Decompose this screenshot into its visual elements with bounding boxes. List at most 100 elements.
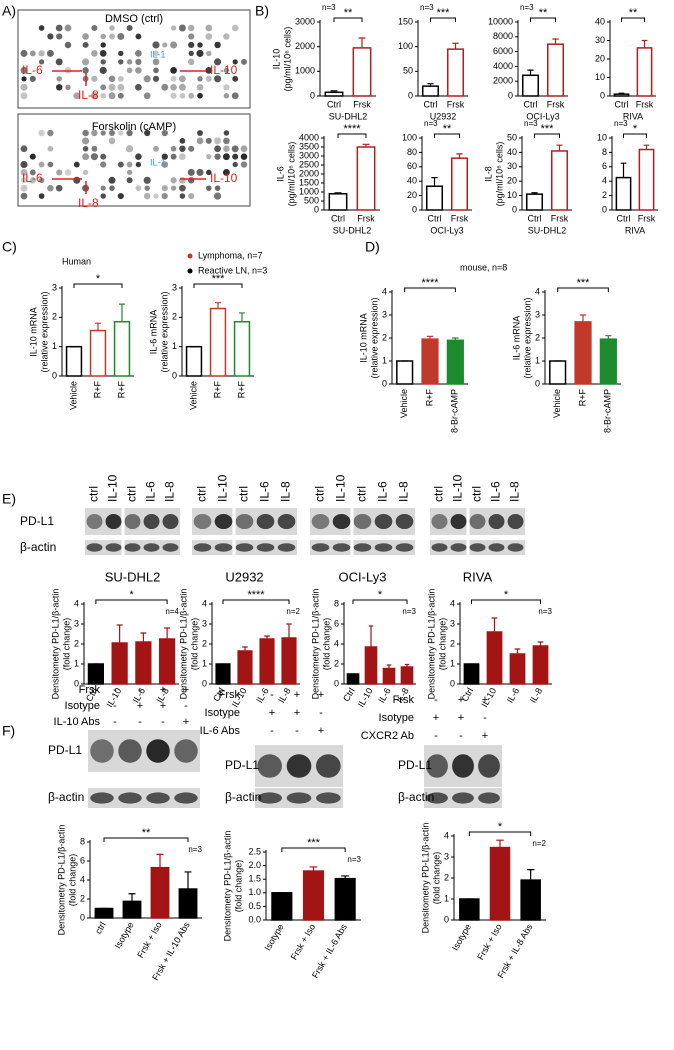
condition-sign: + bbox=[458, 694, 464, 706]
array-spot bbox=[100, 84, 107, 91]
condition-sign: - bbox=[270, 725, 274, 737]
blot-band bbox=[118, 739, 142, 763]
blot-band bbox=[478, 754, 500, 778]
y-tick-label: 4 bbox=[80, 874, 85, 884]
significance: * bbox=[498, 821, 503, 833]
bar bbox=[547, 43, 564, 97]
error-bar bbox=[579, 314, 587, 322]
array-spot bbox=[117, 161, 124, 168]
array-spot bbox=[135, 67, 142, 74]
n-label: n=4 bbox=[165, 607, 179, 616]
blot-gap bbox=[121, 508, 125, 535]
y-label: (fold change) bbox=[233, 860, 243, 913]
bar bbox=[324, 91, 344, 97]
array-spot bbox=[223, 145, 230, 152]
y-tick-label: 3 bbox=[172, 282, 177, 292]
y-tick-label: 0.0 bbox=[248, 914, 261, 924]
array-spot bbox=[214, 137, 222, 145]
y-tick-label: 10 bbox=[597, 132, 607, 142]
y-tick-label: 4 bbox=[444, 830, 449, 840]
x-tick-label: Ctrl bbox=[327, 99, 341, 109]
x-tick-label: Frsk + Iso bbox=[475, 922, 504, 961]
y-tick-label: 8000 bbox=[493, 31, 513, 41]
array-spot bbox=[29, 50, 36, 57]
condition-sign: + bbox=[318, 689, 324, 701]
array-spot bbox=[153, 50, 159, 57]
blot-row-label: β-actin bbox=[20, 540, 56, 554]
blot-band bbox=[469, 513, 486, 530]
lane-label: IL-8 bbox=[163, 481, 177, 502]
array-spot bbox=[196, 49, 204, 57]
array-spot bbox=[29, 75, 36, 82]
array-spot bbox=[188, 92, 195, 99]
blot-band bbox=[162, 513, 179, 530]
bar bbox=[382, 667, 396, 685]
y-tick-label: 2000 bbox=[295, 41, 315, 51]
array-spot bbox=[170, 41, 178, 49]
array-spot bbox=[118, 130, 124, 136]
significance-bracket bbox=[337, 133, 367, 138]
y-tick-label: 0 bbox=[80, 912, 85, 922]
blot-background bbox=[88, 788, 200, 808]
array-spot bbox=[82, 58, 90, 66]
blot-band bbox=[174, 739, 198, 763]
y-tick-label: 0 bbox=[512, 204, 517, 214]
y-label: IL-10 mRNA bbox=[28, 307, 38, 357]
array-spot bbox=[91, 129, 98, 137]
array-spot bbox=[100, 33, 106, 40]
blot-band bbox=[353, 513, 372, 530]
array-spot bbox=[179, 184, 186, 192]
y-tick-label: 4 bbox=[602, 176, 607, 186]
y-tick-label: 3 bbox=[444, 851, 449, 861]
x-tick-label: 8-Br-cAMP bbox=[603, 389, 613, 433]
error-bar bbox=[128, 893, 136, 902]
array-frame bbox=[17, 9, 251, 109]
array-spot bbox=[197, 92, 203, 99]
lane-label: ctrl bbox=[237, 486, 251, 502]
y-tick-label: 2 bbox=[80, 893, 85, 903]
significance: *** bbox=[541, 123, 555, 135]
y-tick-label: 4000 bbox=[493, 61, 513, 71]
array-spot bbox=[187, 24, 195, 32]
significance: ** bbox=[344, 7, 353, 19]
condition-name: Frsk bbox=[393, 694, 415, 706]
array-spot bbox=[21, 177, 27, 184]
bar bbox=[271, 892, 293, 921]
array-spot bbox=[108, 83, 116, 91]
array-spot bbox=[170, 66, 177, 74]
x-label: SU-DHL2 bbox=[528, 225, 567, 235]
array-spot bbox=[64, 24, 72, 32]
array-spot bbox=[20, 92, 28, 100]
blot-band bbox=[332, 543, 351, 552]
y-tick-label: 1.5 bbox=[248, 874, 261, 884]
significance-bracket bbox=[623, 133, 647, 138]
array-spot bbox=[205, 24, 213, 32]
y-tick-label: 100 bbox=[398, 41, 413, 51]
array-spot bbox=[240, 161, 248, 168]
y-label: Densitometry PD-L1/β-actin bbox=[56, 825, 66, 936]
y-tick-label: 50 bbox=[403, 66, 413, 76]
y-label: (pg/ml/10⁶ cells) bbox=[494, 142, 504, 207]
array-spot bbox=[179, 145, 186, 152]
y-tick-label: 0 bbox=[74, 678, 79, 688]
error-bar bbox=[605, 335, 612, 340]
cell-line: U2932 bbox=[225, 569, 263, 584]
condition-name: Frsk bbox=[219, 689, 241, 701]
y-label: (pg/ml/10⁶ cells) bbox=[282, 27, 292, 92]
y-tick-label: 80 bbox=[407, 147, 417, 157]
y-label: (fold change) bbox=[321, 618, 331, 671]
lane-label: IL-10 bbox=[106, 474, 120, 502]
array-spot bbox=[188, 33, 195, 40]
array-spot bbox=[196, 168, 204, 176]
array-spot bbox=[47, 184, 54, 192]
array-spot bbox=[64, 169, 72, 176]
y-tick-label: 2 bbox=[602, 190, 607, 200]
y-tick-label: 3000 bbox=[295, 16, 315, 26]
array-spot bbox=[206, 169, 212, 176]
blot-band bbox=[105, 513, 122, 530]
significance-bracket bbox=[530, 17, 556, 22]
array-spot bbox=[108, 75, 116, 83]
array-spot bbox=[135, 185, 142, 192]
n-label: n=3 bbox=[347, 855, 361, 864]
condition-sign: - bbox=[434, 694, 438, 706]
